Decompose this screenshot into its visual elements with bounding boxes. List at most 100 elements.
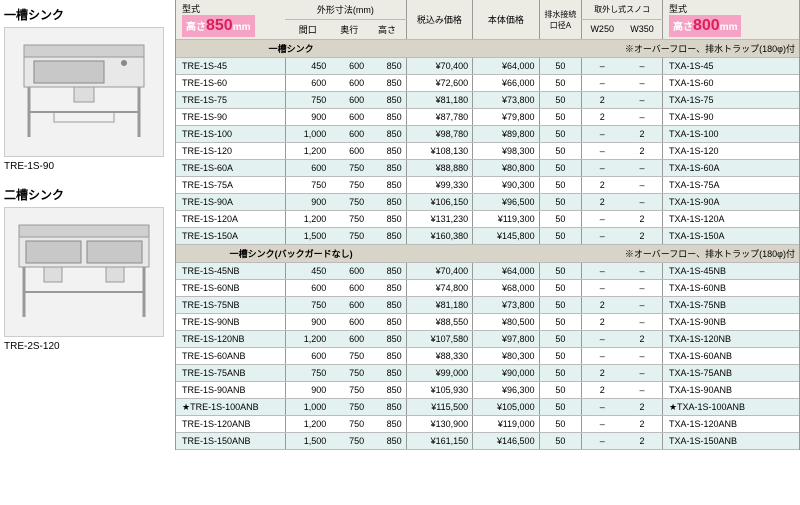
sunoko-1: 2 [582, 365, 622, 382]
sunoko-1: – [582, 263, 622, 280]
price-body: ¥145,800 [473, 228, 539, 245]
sunoko-2: – [622, 382, 662, 399]
sunoko-2: – [622, 263, 662, 280]
price-body: ¥80,300 [473, 348, 539, 365]
dim-d: 750 [330, 399, 368, 416]
price-body: ¥89,800 [473, 126, 539, 143]
model2-cell: TXA-1S-60NB [662, 280, 799, 297]
dim-w: 750 [285, 92, 330, 109]
product-2-title: 二槽シンク [4, 186, 171, 203]
price-tax: ¥161,150 [406, 433, 472, 450]
dim-d: 600 [330, 109, 368, 126]
table-row: TRE-1S-75750600850¥81,180¥73,800502–TXA-… [176, 92, 799, 109]
sunoko-1: – [582, 416, 622, 433]
model2-cell: TXA-1S-150ANB [662, 433, 799, 450]
drain: 50 [539, 126, 582, 143]
sunoko-1: – [582, 280, 622, 297]
price-tax: ¥99,330 [406, 177, 472, 194]
height-badge-1: 高さ850mm [182, 15, 255, 37]
table-row: TRE-1S-150ANB1,500750850¥161,150¥146,500… [176, 433, 799, 450]
price-body: ¥98,300 [473, 143, 539, 160]
dim-d: 750 [330, 228, 368, 245]
hdr-drain: 排水接続口径A [539, 0, 582, 40]
sunoko-2: – [622, 314, 662, 331]
dim-w: 900 [285, 382, 330, 399]
sink-icon [14, 37, 154, 147]
dim-w: 450 [285, 58, 330, 75]
dim-h: 850 [368, 416, 406, 433]
model-cell: TRE-1S-90NB [176, 314, 285, 331]
dim-d: 600 [330, 297, 368, 314]
model-cell: TRE-1S-75ANB [176, 365, 285, 382]
dim-h: 850 [368, 143, 406, 160]
model-cell: TRE-1S-60NB [176, 280, 285, 297]
table-header: 型式 高さ850mm 外形寸法(mm) 税込み価格 本体価格 排水接続口径A 取… [176, 0, 799, 40]
table-row: TRE-1S-150A1,500750850¥160,380¥145,80050… [176, 228, 799, 245]
price-tax: ¥98,780 [406, 126, 472, 143]
hdr-model-label: 型式 [182, 2, 282, 15]
price-body: ¥97,800 [473, 331, 539, 348]
price-body: ¥79,800 [473, 109, 539, 126]
table-row: TRE-1S-60ANB600750850¥88,330¥80,30050––T… [176, 348, 799, 365]
product-1-title: 一槽シンク [4, 6, 171, 23]
price-tax: ¥74,800 [406, 280, 472, 297]
dim-w: 750 [285, 297, 330, 314]
sunoko-1: – [582, 399, 622, 416]
sunoko-2: 2 [622, 331, 662, 348]
dim-d: 750 [330, 433, 368, 450]
price-body: ¥64,000 [473, 263, 539, 280]
price-body: ¥119,300 [473, 211, 539, 228]
sunoko-1: 2 [582, 297, 622, 314]
model2-cell: TXA-1S-45 [662, 58, 799, 75]
section-header: 一槽シンク(バックガードなし)※オーバーフロー、排水トラップ(180φ)付 [176, 245, 799, 263]
model-cell: TRE-1S-150A [176, 228, 285, 245]
dim-d: 750 [330, 211, 368, 228]
dim-h: 850 [368, 109, 406, 126]
price-tax: ¥99,000 [406, 365, 472, 382]
sunoko-2: – [622, 194, 662, 211]
model2-cell: TXA-1S-75 [662, 92, 799, 109]
product-block-1: 一槽シンク TRE-1S-90 [4, 6, 171, 172]
hdr-model2: 型式 高さ800mm [662, 0, 799, 40]
dim-d: 750 [330, 382, 368, 399]
hdr-sunoko-w250: W250 [582, 19, 622, 39]
table-row: ★TRE-1S-100ANB1,000750850¥115,500¥105,00… [176, 399, 799, 416]
hdr-price-tax: 税込み価格 [406, 0, 472, 40]
sunoko-1: – [582, 58, 622, 75]
product-sidebar: 一槽シンク TRE-1S-90 二槽シンク [0, 0, 175, 450]
model-cell: TRE-1S-120 [176, 143, 285, 160]
sunoko-2: – [622, 109, 662, 126]
catalog-table-wrap: 型式 高さ850mm 外形寸法(mm) 税込み価格 本体価格 排水接続口径A 取… [175, 0, 800, 450]
price-tax: ¥107,580 [406, 331, 472, 348]
drain: 50 [539, 399, 582, 416]
dim-w: 600 [285, 280, 330, 297]
price-tax: ¥106,150 [406, 194, 472, 211]
dim-d: 600 [330, 280, 368, 297]
model-cell: TRE-1S-75 [176, 92, 285, 109]
price-tax: ¥70,400 [406, 263, 472, 280]
sunoko-2: 2 [622, 228, 662, 245]
dim-w: 750 [285, 177, 330, 194]
dim-w: 1,000 [285, 126, 330, 143]
dim-h: 850 [368, 126, 406, 143]
double-sink-icon [14, 217, 154, 327]
model-cell: TRE-1S-150ANB [176, 433, 285, 450]
dim-w: 1,500 [285, 228, 330, 245]
price-tax: ¥70,400 [406, 58, 472, 75]
model-cell: TRE-1S-120ANB [176, 416, 285, 433]
dim-h: 850 [368, 297, 406, 314]
model-cell: TRE-1S-45NB [176, 263, 285, 280]
price-tax: ¥81,180 [406, 92, 472, 109]
model-cell: TRE-1S-120A [176, 211, 285, 228]
sunoko-1: – [582, 331, 622, 348]
drain: 50 [539, 211, 582, 228]
drain: 50 [539, 194, 582, 211]
dim-d: 600 [330, 75, 368, 92]
model2-cell: TXA-1S-75NB [662, 297, 799, 314]
dim-h: 850 [368, 160, 406, 177]
model-cell: TRE-1S-60A [176, 160, 285, 177]
hdr-sunoko: 取外し式スノコ [582, 0, 663, 19]
dim-h: 850 [368, 177, 406, 194]
sunoko-2: – [622, 348, 662, 365]
sunoko-2: – [622, 92, 662, 109]
